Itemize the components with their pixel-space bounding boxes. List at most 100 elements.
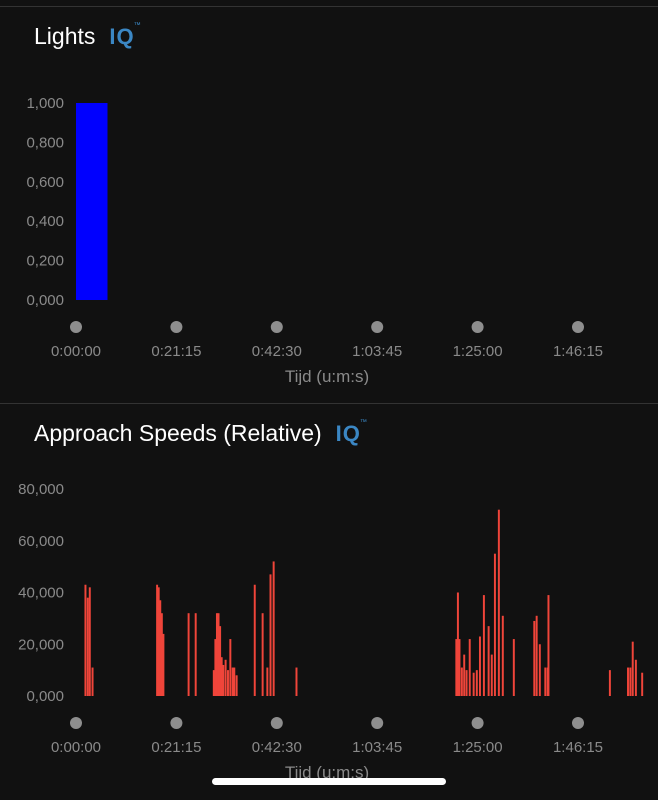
speed-bar (86, 597, 89, 696)
speed-bar (497, 509, 500, 696)
speed-bar (538, 644, 541, 696)
speed-x-tick-label: 0:00:00 (51, 739, 101, 756)
approach-speeds-card-title: Approach Speeds (Relative) IQ ™ (34, 419, 367, 447)
speed-bar (156, 584, 159, 696)
lights-bar (76, 103, 108, 300)
lights-x-tick-label: 1:46:15 (553, 343, 603, 360)
speed-bar (233, 667, 236, 696)
approach-speeds-title: Approach Speeds (Relative) (34, 420, 322, 446)
speed-bar (235, 675, 238, 696)
home-indicator[interactable] (212, 778, 446, 785)
speed-bar (157, 587, 160, 696)
speed-bar (217, 613, 220, 696)
speed-bar (490, 654, 493, 696)
lights-x-axis-label: Tijd (u:m:s) (285, 367, 369, 385)
lights-x-tick-dot (70, 321, 82, 333)
lights-y-tick-label: 0,000 (26, 292, 64, 309)
speed-bar (88, 587, 91, 696)
speed-bar (472, 672, 475, 696)
speed-x-tick-label: 1:25:00 (453, 739, 503, 756)
top-divider (0, 6, 658, 7)
speed-bar (478, 636, 481, 696)
speed-bar (631, 641, 634, 696)
trademark-mark: ™ (359, 418, 368, 426)
speed-bar (219, 626, 222, 696)
speed-x-tick-dot (471, 717, 484, 729)
speed-bar (465, 670, 468, 696)
speed-y-tick-label: 80,000 (18, 481, 64, 498)
lights-x-tick-label: 0:42:30 (252, 343, 302, 360)
speed-bar (641, 672, 644, 696)
speed-y-tick-label: 20,000 (18, 636, 64, 653)
speed-bar (261, 613, 264, 696)
speed-x-tick-label: 1:03:45 (352, 739, 402, 756)
speed-bar (468, 639, 471, 696)
speed-y-tick-label: 60,000 (18, 533, 64, 550)
speed-bar (272, 561, 275, 696)
lights-x-tick-dot (371, 321, 384, 333)
speed-bar (493, 553, 496, 696)
speed-x-tick-dot (572, 717, 584, 729)
iq-icon: IQ ™ (109, 22, 140, 50)
lights-x-tick-label: 0:00:00 (51, 343, 101, 360)
speed-bar (220, 657, 223, 696)
iq-badge-label: IQ (109, 23, 135, 49)
speed-x-tick-label: 1:46:15 (553, 739, 603, 756)
speed-bar (547, 595, 550, 696)
lights-x-tick-dot (170, 321, 183, 333)
speed-bar (226, 670, 229, 696)
speed-bar (215, 613, 218, 696)
speed-x-tick-dot (270, 717, 283, 729)
speed-bar (487, 626, 490, 696)
speed-bar (535, 615, 538, 696)
lights-y-tick-label: 0,600 (26, 174, 64, 191)
speed-bar (194, 613, 197, 696)
speed-bar (84, 584, 87, 696)
speed-bar (295, 667, 298, 696)
speed-bar (501, 615, 504, 696)
speed-x-axis-label: Tijd (u:m:s) (285, 763, 369, 782)
speed-bar (224, 659, 227, 696)
speed-bar (214, 639, 217, 696)
speed-bar (458, 639, 461, 696)
speed-x-tick-label: 0:21:15 (151, 739, 201, 756)
lights-y-tick-label: 0,800 (26, 134, 64, 151)
lights-x-tick-label: 1:25:00 (453, 343, 503, 360)
card-divider (0, 403, 658, 404)
lights-x-tick-label: 0:21:15 (151, 343, 201, 360)
speed-bar (222, 664, 225, 696)
speed-x-tick-dot (371, 717, 384, 729)
lights-card-title: Lights IQ ™ (34, 22, 141, 50)
lights-x-tick-label: 1:03:45 (352, 343, 402, 360)
speed-bar (512, 639, 515, 696)
lights-x-tick-dot (270, 321, 283, 333)
lights-y-tick-label: 1,000 (26, 95, 64, 112)
speed-bar (269, 574, 272, 696)
speed-bar (475, 670, 478, 696)
iq-icon: IQ ™ (336, 419, 367, 447)
speed-bar (266, 667, 269, 696)
speed-bar (460, 667, 463, 696)
lights-y-tick-label: 0,400 (26, 213, 64, 230)
lights-y-tick-label: 0,200 (26, 253, 64, 270)
speed-y-tick-label: 40,000 (18, 585, 64, 602)
speed-bar (463, 654, 466, 696)
speed-bar (544, 667, 547, 696)
approach-speeds-chart: 0,000 20,000 40,000 60,000 80,000 0:00:00 0:21… (18, 481, 644, 782)
speed-x-tick-dot (70, 717, 82, 729)
speed-bar (187, 613, 190, 696)
speed-bar (159, 600, 162, 696)
speed-bar (634, 659, 637, 696)
speed-bar (546, 667, 549, 696)
lights-title: Lights (34, 23, 96, 49)
speed-bar (533, 620, 536, 696)
speed-bar (482, 595, 485, 696)
speed-bar (212, 670, 215, 696)
lights-x-tick-dot (572, 321, 584, 333)
speed-bar (160, 613, 163, 696)
speed-bar (162, 633, 165, 696)
speed-bar (253, 584, 256, 696)
speed-bar (456, 592, 459, 696)
lights-chart: 0,000 0,200 0,400 0,600 0,800 1,000 0:00:00 0:2… (26, 95, 603, 385)
speed-bar (608, 670, 611, 696)
